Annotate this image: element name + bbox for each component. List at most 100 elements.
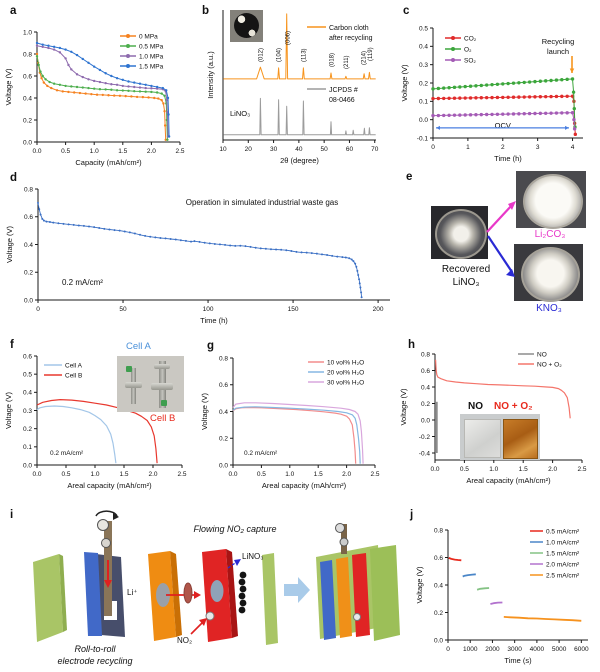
svg-text:10: 10 [219, 146, 227, 153]
cell-a-fitting [126, 366, 132, 372]
svg-text:0.1: 0.1 [419, 99, 428, 106]
panel-c-letter: c [403, 5, 410, 17]
svg-text:40: 40 [295, 146, 303, 153]
chart-cell-comparison: 0.0 0.5 1.0 1.5 2.0 2.5 0.0 0.1 0.2 0.3 0.4 0.5 0.6 A… [4, 353, 187, 490]
svg-text:0.8: 0.8 [23, 51, 32, 58]
svg-text:2: 2 [501, 144, 505, 151]
svg-text:-0.1: -0.1 [417, 135, 429, 142]
svg-text:0.5 MPa: 0.5 MPa [139, 43, 164, 50]
no-o2-label: NO + O₂ [494, 401, 533, 412]
svg-text:4: 4 [571, 144, 575, 151]
svg-text:(012): (012) [258, 48, 264, 62]
li2co3-label: Li₂CO₃ [534, 229, 566, 240]
red-plate-side [226, 549, 238, 638]
svg-text:1.0: 1.0 [90, 148, 99, 155]
panel-h: h 0.0 0.5 1.0 1.5 2.0 2.5 -0.4 -0.2 0.0 0.2 0.4 0.6… [400, 330, 600, 508]
svg-text:60: 60 [346, 146, 354, 153]
svg-text:Capacity (mAh/cm²): Capacity (mAh/cm²) [75, 158, 142, 167]
no2-label: NO₂ [177, 636, 193, 645]
panel-h-letter: h [408, 339, 416, 351]
svg-text:2θ (degree): 2θ (degree) [280, 156, 319, 165]
svg-text:SO₂: SO₂ [464, 57, 476, 64]
svg-text:Voltage (V): Voltage (V) [4, 391, 13, 429]
cell-a-label: Cell A [126, 341, 151, 352]
svg-text:0.2 mA/cm²: 0.2 mA/cm² [244, 450, 278, 457]
svg-text:Areal capacity (mAh/cm²): Areal capacity (mAh/cm²) [67, 481, 152, 490]
svg-text:5000: 5000 [552, 646, 567, 653]
panel-j: j 0 1000 2000 3000 4000 5000 6000 0.0 0.2 0.4 0.6 0… [408, 505, 600, 672]
panel-a-letter: a [10, 5, 17, 17]
svg-text:3000: 3000 [507, 646, 522, 653]
svg-text:Voltage (V): Voltage (V) [5, 225, 14, 263]
svg-text:0.5: 0.5 [257, 471, 266, 478]
svg-text:0.5: 0.5 [460, 466, 469, 473]
svg-text:0.0: 0.0 [421, 417, 430, 424]
svg-text:0: 0 [431, 144, 435, 151]
svg-text:Voltage (V): Voltage (V) [415, 566, 424, 604]
no-label: NO [468, 401, 483, 412]
cell-b-label: Cell B [150, 413, 176, 424]
svg-text:Voltage (V): Voltage (V) [400, 64, 409, 102]
chart-rate-steps: 0 1000 2000 3000 4000 5000 6000 0.0 0.2 0.4 0.6 0.8… [415, 527, 589, 665]
svg-text:0.0: 0.0 [419, 117, 428, 124]
roller-bottom [101, 538, 111, 548]
svg-text:1.0: 1.0 [23, 29, 32, 36]
svg-text:1.5: 1.5 [519, 466, 528, 473]
svg-text:1.0: 1.0 [90, 471, 99, 478]
separator-disc [183, 582, 193, 604]
svg-text:Areal capacity (mAh/cm²): Areal capacity (mAh/cm²) [466, 476, 551, 485]
svg-text:0.6: 0.6 [23, 353, 32, 360]
rotation-arrow [95, 510, 118, 517]
panel-j-letter: j [410, 509, 414, 521]
svg-text:(104): (104) [277, 48, 283, 62]
svg-text:2.5: 2.5 [370, 471, 379, 478]
arrowhead-li2co3 [508, 201, 516, 210]
svg-text:0.4: 0.4 [24, 242, 33, 249]
svg-text:(018): (018) [329, 53, 335, 67]
carbon-cloth-disc [234, 13, 259, 38]
svg-text:CO₂: CO₂ [464, 35, 477, 42]
green-electrode-left [33, 554, 63, 642]
svg-text:200: 200 [373, 306, 384, 313]
svg-text:Time (h): Time (h) [200, 316, 228, 325]
lino3-arrowhead [234, 559, 241, 566]
svg-text:0.8: 0.8 [219, 355, 228, 362]
svg-text:4000: 4000 [530, 646, 545, 653]
svg-text:0.2: 0.2 [23, 117, 32, 124]
panel-i-letter: i [10, 509, 14, 521]
svg-text:0.4: 0.4 [434, 582, 443, 589]
svg-text:1.5 MPa: 1.5 MPa [139, 63, 164, 70]
svg-text:1.5: 1.5 [314, 471, 323, 478]
no2-arrowhead [199, 618, 207, 626]
svg-text:0: 0 [36, 306, 40, 313]
chart-no-gas: 0.0 0.5 1.0 1.5 2.0 2.5 -0.4 -0.2 0.0 0.2 0.4 0.6 0.… [400, 351, 587, 485]
arrow-to-kno3 [487, 235, 513, 273]
svg-text:50: 50 [321, 146, 329, 153]
svg-text:0.3: 0.3 [23, 408, 32, 415]
li2co3-photo [516, 171, 586, 229]
svg-text:0.2: 0.2 [421, 401, 430, 408]
svg-text:2.5 mA/cm²: 2.5 mA/cm² [546, 572, 580, 579]
svg-text:0.5: 0.5 [61, 148, 70, 155]
svg-text:1.0 MPa: 1.0 MPa [139, 53, 164, 60]
svg-text:2.0 mA/cm²: 2.0 mA/cm² [546, 561, 580, 568]
chart-long-discharge: 0 50 100 150 200 0.0 0.2 0.4 0.6 0.8 Time (h) Volta… [5, 186, 390, 325]
svg-text:Voltage (V): Voltage (V) [4, 68, 13, 106]
svg-text:1: 1 [466, 144, 470, 151]
svg-text:1.5: 1.5 [119, 471, 128, 478]
svg-text:150: 150 [288, 306, 299, 313]
svg-text:0.2: 0.2 [419, 80, 428, 87]
panel-e-arrows [486, 201, 516, 277]
panel-d: d 0 50 100 150 200 0.0 0.2 0.4 0.6 0.8 Time (h) Vol… [0, 170, 400, 330]
svg-text:2.0: 2.0 [342, 471, 351, 478]
svg-text:0.0: 0.0 [23, 139, 32, 146]
chart-pressure-discharge: 0.0 0.5 1.0 1.5 2.0 2.5 0.0 0.2 0.4 0.6 0.8 1.0 Capa… [4, 29, 185, 167]
svg-text:0.8: 0.8 [421, 351, 430, 358]
dish [521, 247, 580, 302]
panel-f: f 0.0 0.5 1.0 1.5 2.0 2.5 0.0 0.1 0.2 0.3 0.4 0.5 0.… [0, 330, 200, 508]
svg-text:30 vol% H₂O: 30 vol% H₂O [327, 379, 364, 386]
chart-xrd: 10 20 30 40 50 60 70 2θ (degree) Intensity (a.u.… [206, 10, 379, 165]
svg-text:0.5: 0.5 [23, 371, 32, 378]
orange-plate-side [170, 551, 182, 637]
svg-text:1.0: 1.0 [489, 466, 498, 473]
